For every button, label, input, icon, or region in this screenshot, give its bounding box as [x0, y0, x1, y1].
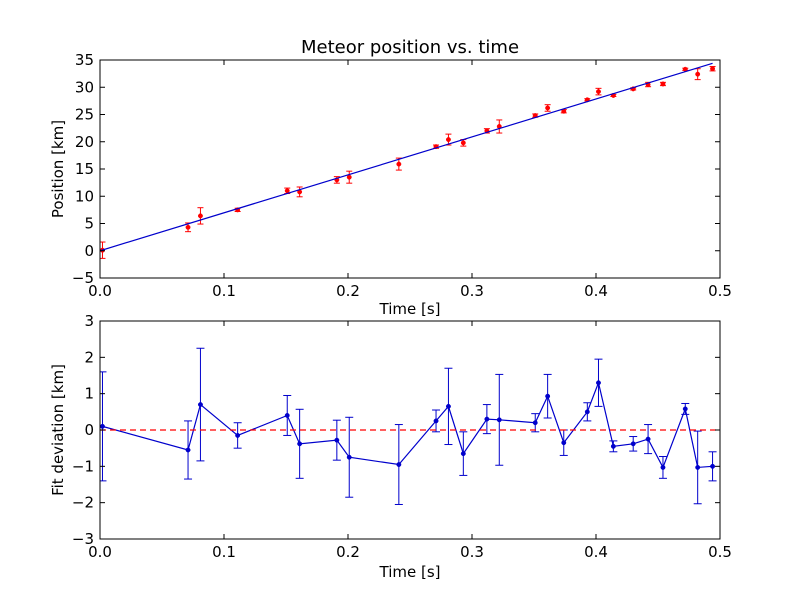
deviation-plot-data-point [584, 409, 590, 415]
deviation-plot-y-tick-label: −2 [72, 494, 94, 512]
deviation-plot-data-point [561, 440, 567, 446]
position-plot-y-tick-label: 20 [75, 133, 94, 151]
deviation-plot-x-axis-label: Time [s] [379, 563, 441, 581]
position-plot-plot-area [100, 62, 716, 259]
deviation-plot-y-tick-label: 2 [84, 348, 94, 366]
position-plot-data-point [346, 174, 352, 180]
position-plot-data-point [284, 188, 290, 194]
deviation-plot-x-tick-label: 0.1 [212, 543, 236, 561]
position-plot-data-point [396, 161, 402, 167]
deviation-plot-x-tick-label: 0.2 [336, 543, 360, 561]
deviation-plot-data-point [645, 436, 651, 442]
position-plot-x-tick-label: 0.2 [336, 282, 360, 300]
position-plot-y-ticks: −5 0 5 10 15 20 25 30 35 [72, 51, 720, 287]
deviation-plot-data-point [284, 413, 290, 418]
position-plot-y-tick-label: 0 [84, 242, 94, 260]
deviation-plot-data-point [297, 441, 303, 447]
deviation-plot-marks [100, 347, 720, 505]
deviation-plot-x-ticks: 0.0 0.1 0.2 0.3 0.4 0.5 [88, 321, 732, 561]
position-plot-data-point [596, 89, 601, 95]
deviation-plot-plot-area [100, 347, 720, 505]
deviation-plot-y-axis-label: Fit deviation [km] [49, 364, 67, 496]
position-plot-title: Meteor position vs. time [301, 37, 519, 58]
deviation-plot-data-point [610, 443, 616, 449]
position-plot-data-point [460, 140, 466, 146]
position-plot-data-point [445, 137, 451, 143]
deviation-plot-data-point [433, 418, 439, 424]
position-plot-marks [100, 62, 716, 259]
position-plot-x-tick-label: 0.3 [460, 282, 484, 300]
position-plot-data-point [197, 213, 203, 219]
deviation-plot-y-tick-label: 0 [84, 421, 94, 439]
position-plot-x-tick-label: 0.4 [584, 282, 608, 300]
deviation-plot-y-ticks: −3 −2 −1 0 1 2 3 [72, 312, 720, 548]
position-plot-x-tick-label: 0.1 [212, 282, 236, 300]
position-plot-x-axis-label: Time [s] [379, 300, 441, 318]
deviation-plot-data-point [532, 420, 538, 426]
position-plot-x-tick-label: 0.5 [708, 282, 732, 300]
position-plot-y-tick-label: 35 [75, 51, 94, 69]
deviation-plot-y-tick-label: −3 [72, 530, 94, 548]
deviation-plot-data-point [695, 464, 701, 470]
position-plot: Meteor position vs. time 0.0 0.1 0.2 0.3 0.4… [49, 37, 732, 318]
deviation-plot-data-point [484, 416, 490, 422]
deviation-plot-x-tick-label: 0.0 [88, 543, 112, 561]
deviation-plot-data-point [545, 393, 551, 399]
deviation-plot-x-tick-label: 0.5 [708, 543, 732, 561]
position-plot-data-point [545, 105, 551, 111]
position-plot-data-point [710, 66, 716, 72]
deviation-plot-data-point [460, 451, 466, 457]
position-plot-y-tick-label: 15 [75, 160, 94, 178]
deviation-plot-y-tick-label: 3 [84, 312, 94, 330]
deviation-plot-x-tick-label: 0.3 [460, 543, 484, 561]
deviation-plot-x-tick-label: 0.4 [584, 543, 608, 561]
deviation-plot-data-point [682, 406, 688, 412]
deviation-plot-data-point [334, 437, 340, 443]
position-plot-x-ticks: 0.0 0.1 0.2 0.3 0.4 0.5 [88, 60, 732, 300]
position-plot-y-tick-label: 30 [75, 78, 94, 96]
position-plot-y-axis-label: Position [km] [49, 120, 67, 218]
deviation-plot-data-point [710, 463, 716, 469]
deviation-plot-data-point [235, 433, 241, 438]
deviation-plot-data-point [660, 464, 666, 470]
deviation-plot-data-point [100, 423, 105, 429]
deviation-plot-data-point [630, 441, 636, 447]
deviation-plot-data-point [346, 454, 352, 460]
deviation-plot-data-point [596, 380, 601, 386]
deviation-plot-data-point [496, 417, 502, 423]
deviation-plot-y-tick-label: 1 [84, 385, 94, 403]
position-plot-y-tick-label: 25 [75, 106, 94, 124]
position-plot-x-tick-label: 0.0 [88, 282, 112, 300]
deviation-plot-data-point [185, 447, 191, 453]
position-plot-fit-line [100, 62, 713, 252]
deviation-plot-data-point [396, 462, 402, 467]
deviation-plot-deviation-line [102, 380, 713, 469]
deviation-plot-data-point [445, 403, 451, 409]
position-plot-y-tick-label: 10 [75, 187, 94, 205]
position-plot-y-tick-label: 5 [84, 215, 94, 233]
position-plot-y-tick-label: −5 [72, 269, 94, 287]
deviation-plot-y-tick-label: −1 [72, 457, 94, 475]
deviation-plot: 0.0 0.1 0.2 0.3 0.4 0.5 −3 −2 −1 0 1 2 3 Time [s] F… [49, 312, 732, 581]
position-plot-data-point [660, 81, 666, 87]
position-plot-data-point [695, 71, 701, 77]
position-plot-data-point [185, 224, 191, 230]
deviation-plot-data-point [197, 402, 203, 408]
